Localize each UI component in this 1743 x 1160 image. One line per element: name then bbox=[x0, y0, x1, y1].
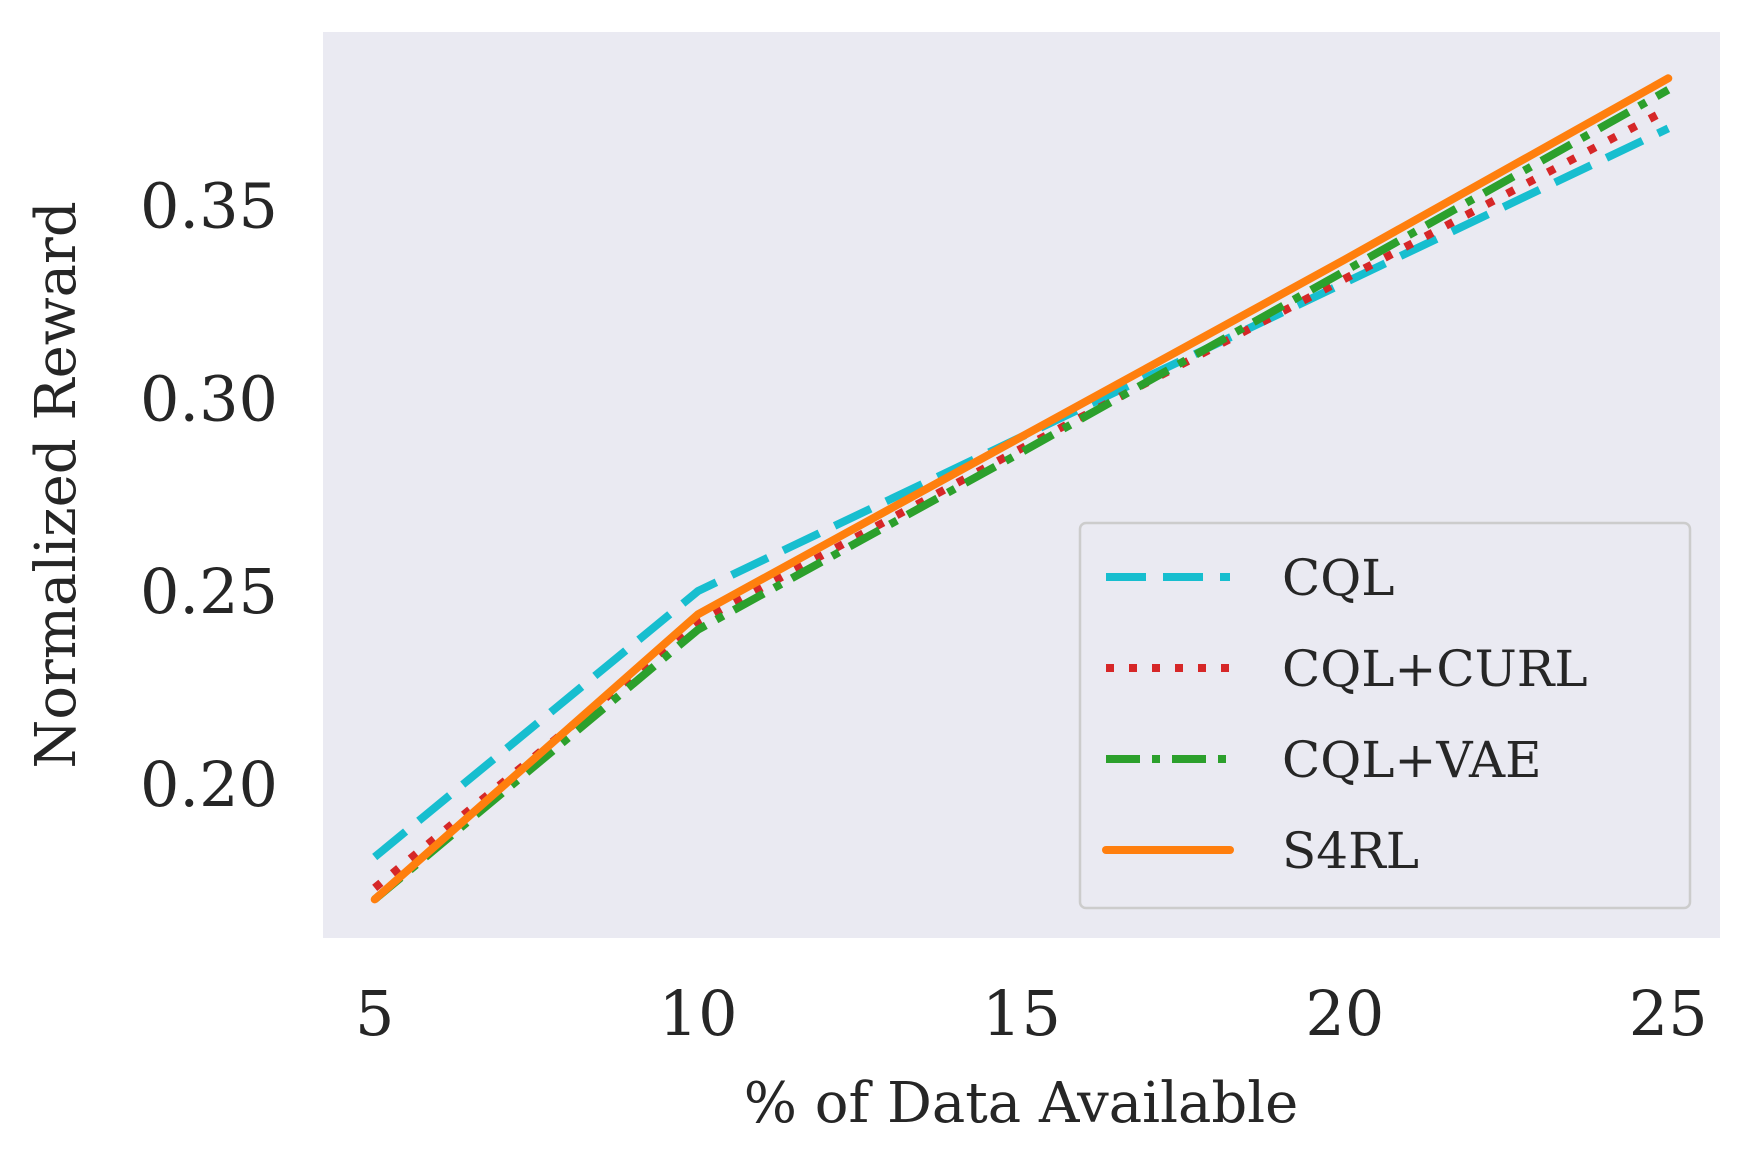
x-tick-label: 15 bbox=[982, 977, 1061, 1050]
y-tick-label: 0.30 bbox=[140, 362, 278, 435]
y-axis-label: Normalized Reward bbox=[24, 201, 89, 768]
y-tick-label: 0.35 bbox=[140, 169, 278, 242]
y-tick-labels: 0.20 0.25 0.30 0.35 bbox=[140, 169, 278, 820]
x-tick-label: 20 bbox=[1305, 977, 1384, 1050]
legend-label: CQL+VAE bbox=[1282, 731, 1542, 789]
x-tick-label: 10 bbox=[659, 977, 738, 1050]
x-tick-label: 25 bbox=[1629, 977, 1708, 1050]
series-layer bbox=[370, 74, 1673, 904]
legend-box bbox=[1078, 521, 1692, 910]
series-line-s4rl bbox=[370, 74, 1673, 904]
series-line-cql-vae bbox=[372, 86, 1671, 903]
legend-label: CQL bbox=[1282, 549, 1394, 607]
legend-label: CQL+CURL bbox=[1282, 640, 1588, 698]
y-tick-label: 0.20 bbox=[140, 748, 278, 821]
x-tick-labels: 5 10 15 20 25 bbox=[355, 977, 1708, 1050]
legend: CQL CQL+CURL CQL+VAE S4RL bbox=[1078, 521, 1692, 910]
legend-label: S4RL bbox=[1282, 822, 1419, 880]
y-tick-label: 0.25 bbox=[140, 555, 278, 628]
x-tick-label: 5 bbox=[355, 977, 394, 1050]
x-axis-label: % of Data Available bbox=[744, 1071, 1299, 1136]
